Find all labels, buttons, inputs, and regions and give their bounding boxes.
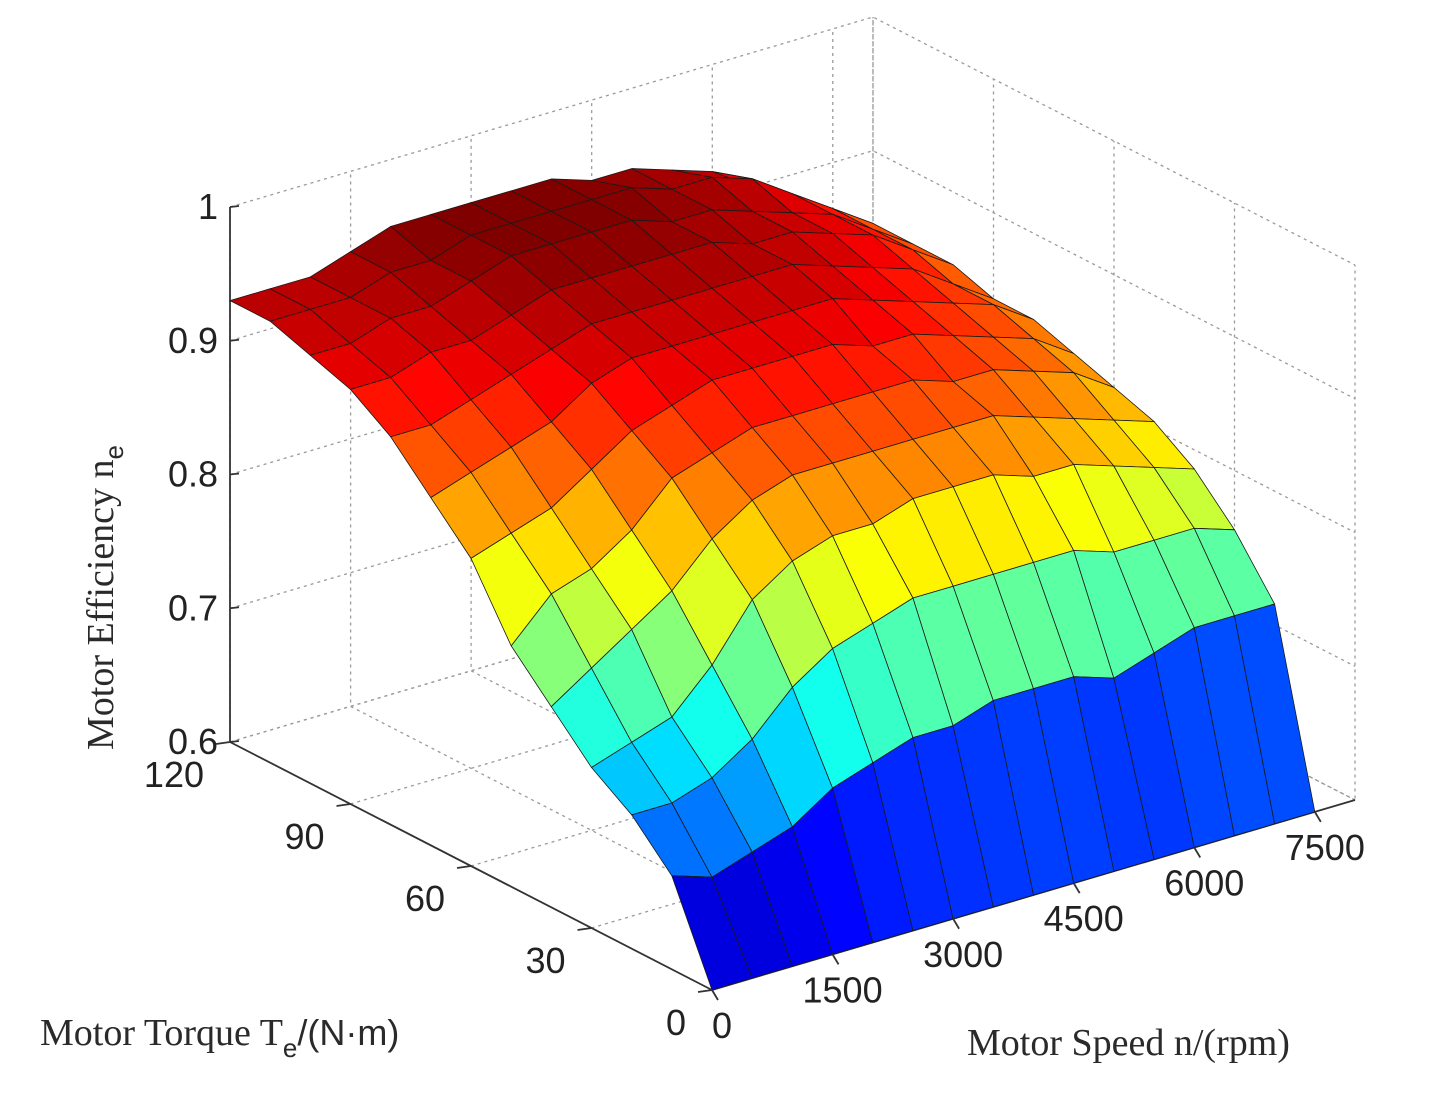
z-tick-mark [229, 472, 240, 476]
tick-labels: 0.6 0.7 0.8 0.9 1 0 30 60 90 120 0 1500 3000 4500 6000… [144, 186, 1365, 1046]
speed-tick-mark [1314, 811, 1322, 823]
z-tick-mark [229, 338, 240, 342]
grid-line-speed [832, 28, 1316, 813]
speed-tick-label: 6000 [1164, 863, 1244, 904]
torque-tick-label: 90 [284, 816, 324, 857]
z-tick-mark [229, 606, 240, 610]
torque-tick-label: 30 [525, 940, 565, 981]
z-tick-label: 0.8 [168, 454, 218, 495]
speed-tick-mark [1193, 847, 1202, 858]
z-tick-label: 0.7 [168, 587, 218, 628]
speed-tick-mark [1072, 882, 1081, 894]
z-tick-label: 0.6 [168, 721, 218, 762]
z-axis-label: Motor Efficiency ne [80, 445, 129, 750]
speed-tick-mark [952, 918, 960, 930]
surface-mesh [228, 168, 1316, 991]
x-axis-label: Motor Speed n/(rpm) [967, 1022, 1290, 1064]
torque-tick-label: 120 [144, 754, 204, 795]
speed-tick-mark [831, 953, 840, 965]
z-tick-label: 0.9 [168, 320, 218, 361]
speed-tick-label: 3000 [923, 934, 1003, 975]
surface-patch [1234, 603, 1316, 825]
y-axis-label: Motor Torque Te/(N·m) [40, 1012, 399, 1063]
torque-tick-label: 0 [666, 1002, 686, 1043]
speed-tick-label: 0 [712, 1005, 732, 1046]
grid-line-speed [872, 17, 1356, 801]
torque-tick-mark [456, 865, 472, 869]
torque-tick-mark [336, 803, 351, 807]
torque-tick-mark [215, 741, 231, 745]
speed-tick-label: 1500 [803, 969, 883, 1010]
grid-line-z [229, 283, 1356, 534]
z-tick-mark [229, 740, 240, 743]
z-tick-mark [229, 205, 240, 208]
grid-line-z [229, 150, 1356, 400]
grid-line-z [229, 16, 1356, 266]
speed-tick-label: 7500 [1285, 827, 1365, 868]
speed-tick-mark [711, 989, 719, 1001]
torque-tick-label: 60 [405, 878, 445, 919]
speed-tick-label: 4500 [1044, 898, 1124, 939]
torque-tick-mark [577, 927, 592, 931]
torque-tick-mark [697, 989, 713, 993]
z-tick-label: 1 [198, 186, 218, 227]
